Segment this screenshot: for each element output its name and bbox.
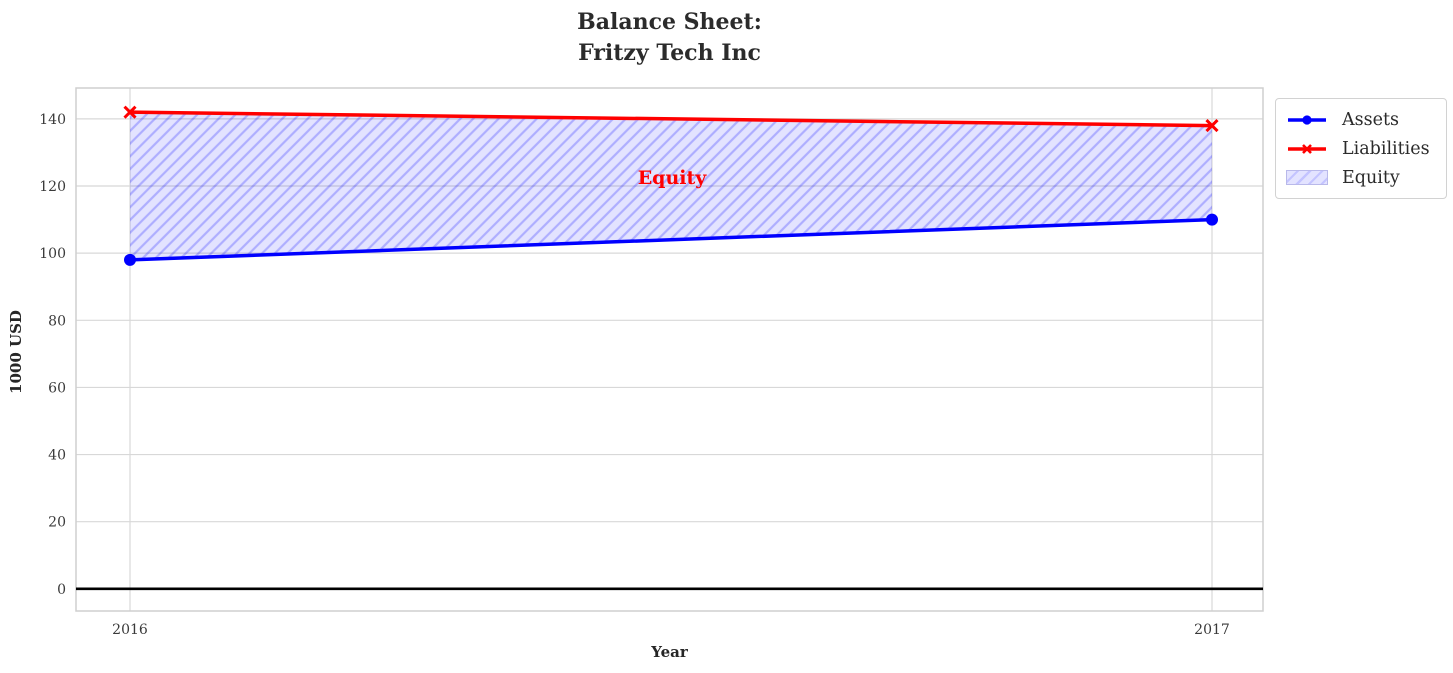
y-tick-label: 20 <box>48 515 66 531</box>
y-tick-label: 120 <box>39 179 66 195</box>
y-tick-label: 60 <box>48 380 66 396</box>
liabilities-line <box>128 110 1214 128</box>
liabilities-marker <box>123 105 137 119</box>
equity-hatch-swatch-icon <box>1286 170 1328 185</box>
legend-item-assets: Assets <box>1286 108 1434 131</box>
equity-area-annotation: Equity <box>637 167 707 189</box>
legend-label-equity: Equity <box>1342 167 1400 188</box>
legend: Assets Liabilities Equity <box>1275 98 1447 199</box>
legend-item-liabilities: Liabilities <box>1286 137 1434 160</box>
assets-line-marker-icon <box>1288 114 1326 125</box>
y-tick-label: 0 <box>57 582 66 598</box>
x-tick-label: 2016 <box>112 622 148 638</box>
assets-marker <box>1206 213 1218 226</box>
y-tick-label: 40 <box>48 448 66 464</box>
x-tick-label: 2017 <box>1194 622 1230 638</box>
liabilities-line-marker-icon <box>1288 143 1326 154</box>
plot-border <box>75 87 1264 612</box>
y-tick-label: 140 <box>39 112 66 128</box>
legend-item-equity: Equity <box>1286 166 1434 189</box>
legend-label-liabilities: Liabilities <box>1342 138 1430 159</box>
assets-marker <box>124 253 136 266</box>
y-tick-label: 100 <box>39 246 66 262</box>
legend-label-assets: Assets <box>1342 109 1399 130</box>
y-tick-label: 80 <box>48 313 66 329</box>
equity-area <box>130 112 1212 260</box>
chart-title: Balance Sheet: Fritzy Tech Inc <box>577 9 762 66</box>
liabilities-marker <box>1205 119 1219 133</box>
x-axis-label: Year <box>651 643 688 661</box>
y-axis-label: 1000 USD <box>7 310 25 394</box>
assets-line <box>128 217 1214 262</box>
